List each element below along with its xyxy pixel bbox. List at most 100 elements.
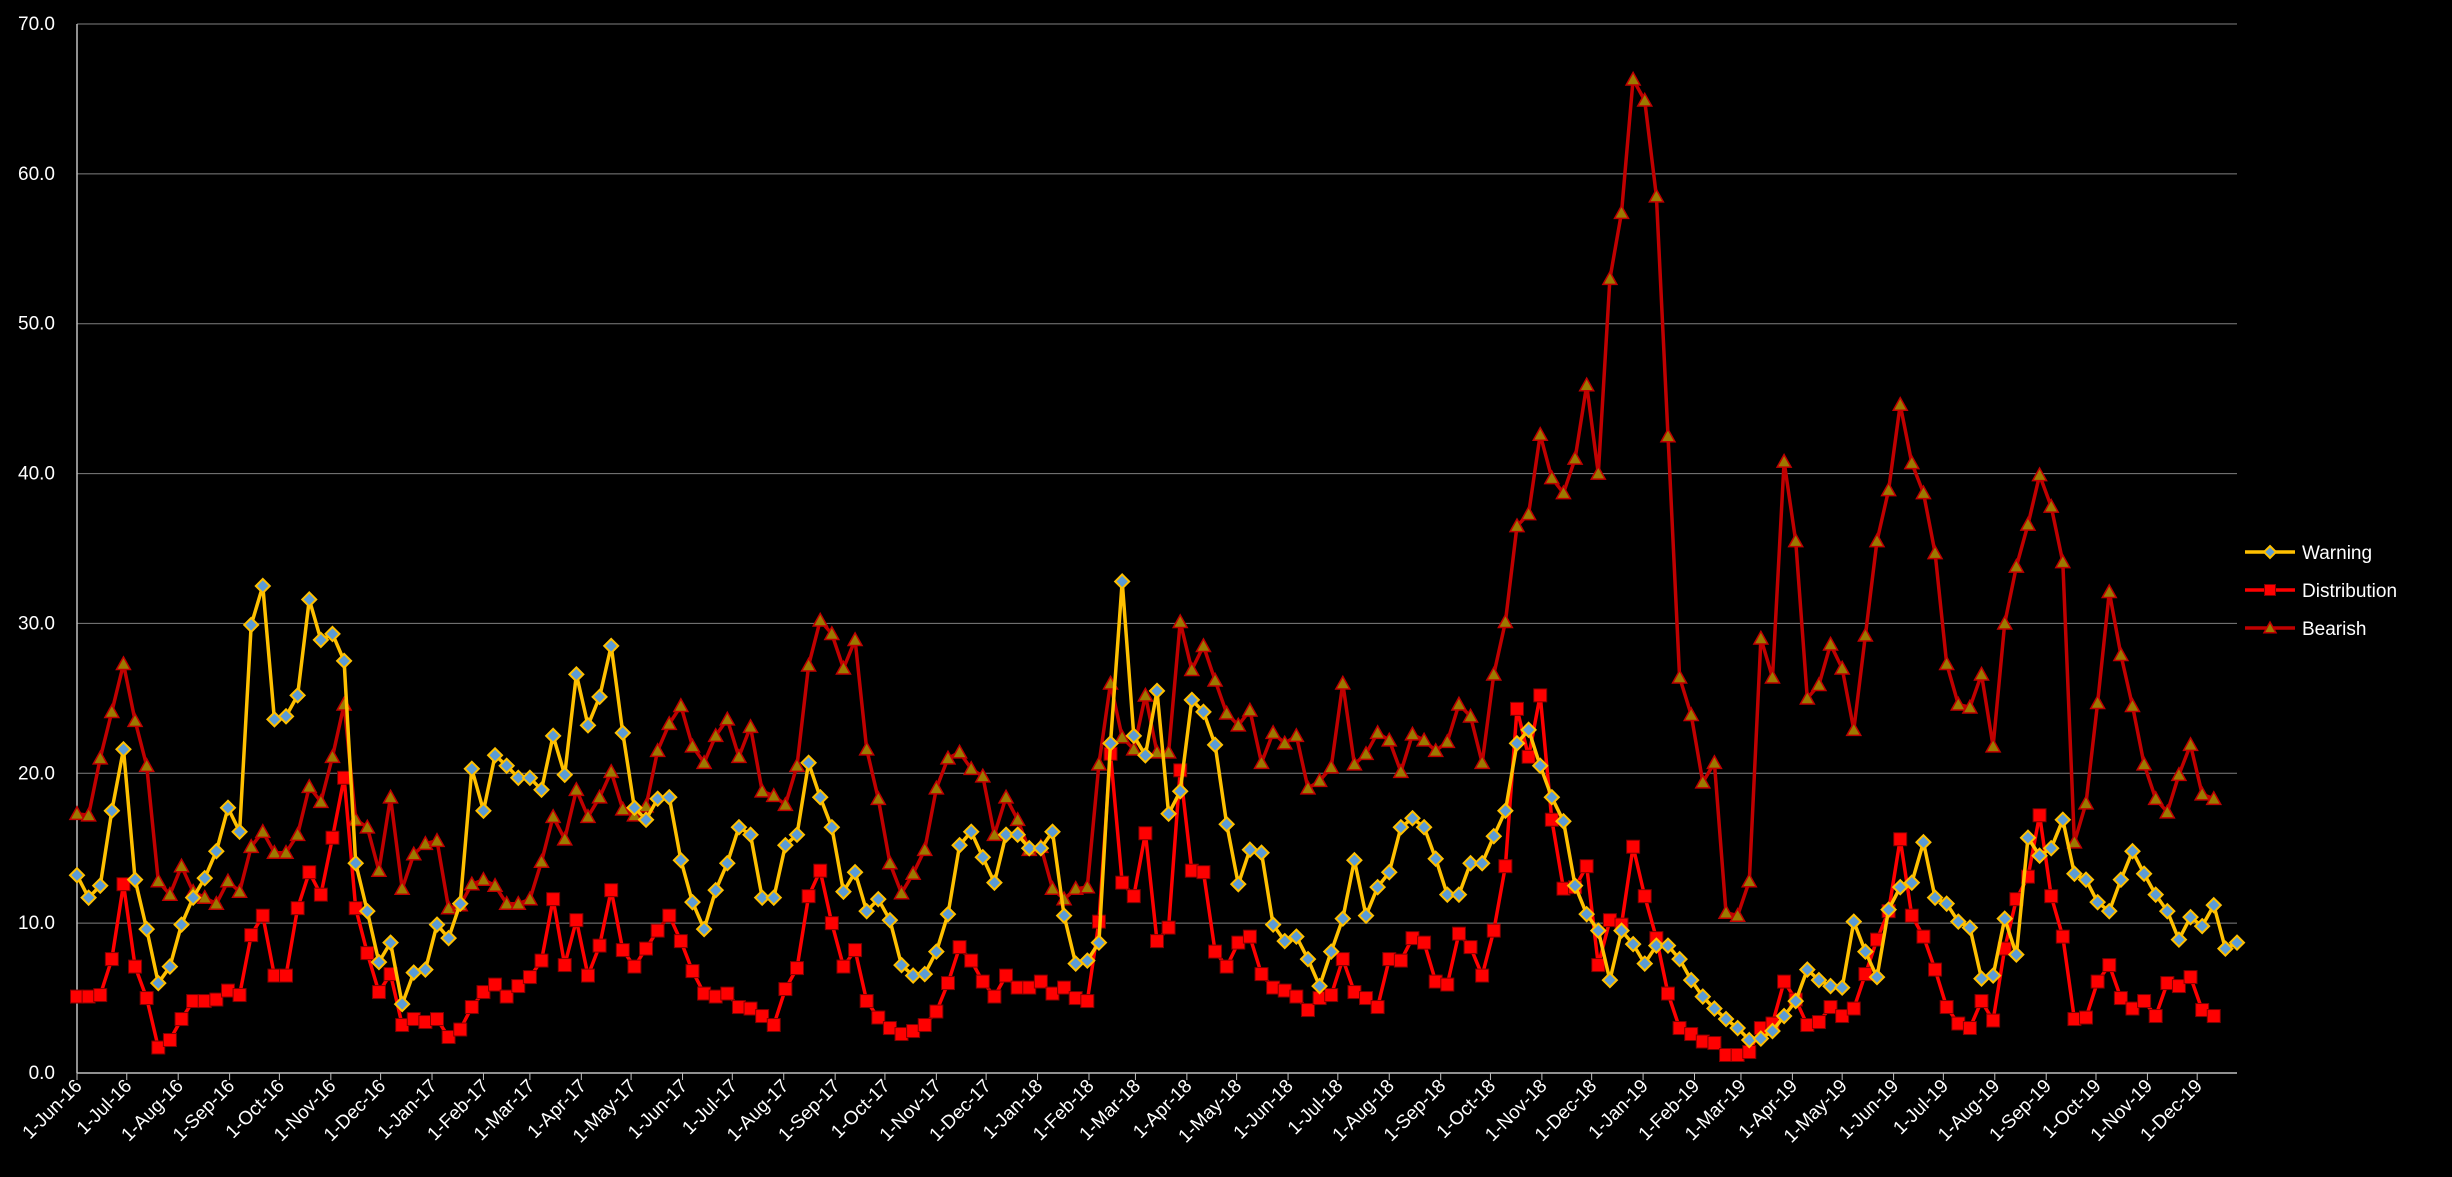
data-point-bearish [1450,695,1468,711]
data-point-bearish [846,631,864,647]
data-point-bearish [1090,755,1108,771]
data-point-distribution [197,994,212,1009]
data-point-bearish [660,715,678,731]
data-point-distribution [975,974,990,989]
data-point-warning [962,823,980,841]
data-point-distribution [1277,983,1292,998]
data-point-bearish [1531,426,1549,441]
data-point-bearish [1148,743,1166,759]
data-point-distribution [650,923,665,938]
data-point-bearish [440,899,457,915]
data-point-distribution [929,1004,944,1019]
data-point-distribution [766,1018,781,1033]
data-point-bearish [463,875,481,891]
data-point-warning [2112,871,2130,889]
data-point-distribution [1707,1036,1722,1051]
data-point-bearish [730,748,748,764]
series-line-warning [75,579,2238,1042]
y-tick-label: 60.0 [18,164,55,185]
data-point-warning [1009,826,1027,844]
data-point-warning [1868,968,1886,986]
data-point-warning [1764,1022,1781,1040]
data-point-warning [1415,818,1433,836]
data-point-bearish [870,790,887,806]
data-point-warning [1938,895,1956,913]
data-point-distribution [1068,991,1083,1006]
data-point-distribution [1823,1000,1838,1015]
data-point-bearish [1740,872,1758,888]
data-point-warning [126,871,144,889]
data-point-bearish [1195,637,1212,653]
data-point-distribution [685,964,700,979]
data-point-warning [1961,919,1979,937]
data-point-bearish [1125,740,1143,756]
data-point-distribution [162,1033,177,1048]
data-point-distribution [639,941,654,956]
data-point-bearish [1915,484,1932,500]
data-point-bearish [1543,469,1561,485]
data-point-distribution [708,989,723,1004]
data-point-bearish [324,748,341,764]
data-point-warning [1334,910,1352,928]
data-point-distribution [476,985,491,1000]
data-point-warning [184,889,202,907]
data-point-bearish [196,889,214,905]
data-point-warning [1404,809,1421,827]
data-point-bearish [1079,878,1096,894]
data-point-warning [1287,928,1305,946]
data-point-bearish [614,800,632,816]
data-point-bearish [1334,674,1352,690]
data-point-bearish [649,742,666,758]
data-point-distribution [790,961,804,976]
data-point-distribution [1254,967,1269,982]
x-tick-label: 1-Jun-16 [19,1076,87,1144]
data-point-bearish [103,703,121,719]
data-point-warning [1984,967,2002,985]
data-point-distribution [151,1040,166,1055]
data-point-bearish [1520,505,1537,521]
data-point-bearish [1938,655,1955,671]
data-point-bearish [1369,724,1386,740]
data-point-distribution [859,994,874,1009]
data-point-bearish [1253,754,1270,770]
data-point-warning [1508,734,1526,752]
data-point-distribution [1022,980,1037,995]
data-point-bearish [1218,704,1235,720]
data-point-distribution [592,938,607,953]
data-point-distribution [882,1021,897,1036]
data-point-warning [858,902,876,920]
data-point-warning [416,961,434,979]
data-point-warning [1717,1010,1735,1028]
data-point-warning [626,799,643,817]
data-point-warning [835,883,852,901]
data-point-bearish [2182,736,2199,752]
data-point-bearish [2066,833,2083,849]
data-point-distribution [1080,994,1095,1009]
data-point-bearish [1903,454,1921,470]
data-point-bearish [777,796,794,812]
data-point-distribution [1684,1027,1699,1042]
data-point-distribution [1521,749,1536,764]
data-point-warning [1102,734,1119,752]
data-point-warning [1775,1007,1793,1025]
data-point-warning [1520,721,1538,739]
data-point-bearish [382,788,399,804]
data-point-warning [231,823,248,841]
data-point-warning [1926,889,1944,907]
data-point-warning [846,863,864,881]
data-point-distribution [2183,970,2198,985]
data-point-bearish [788,757,806,773]
data-point-bearish [544,808,562,824]
data-point-bearish [939,749,957,765]
data-point-distribution [1266,980,1281,995]
data-point-distribution [1184,863,1199,878]
data-point-bearish [266,844,283,860]
y-tick-label: 0.0 [29,1063,55,1084]
data-point-bearish [80,806,97,822]
data-point-distribution [1730,1048,1745,1063]
data-point-warning [1589,922,1607,940]
data-point-warning [742,826,759,844]
data-point-warning [1078,952,1096,970]
data-point-bearish [1950,695,1967,711]
data-point-bearish [858,740,875,756]
